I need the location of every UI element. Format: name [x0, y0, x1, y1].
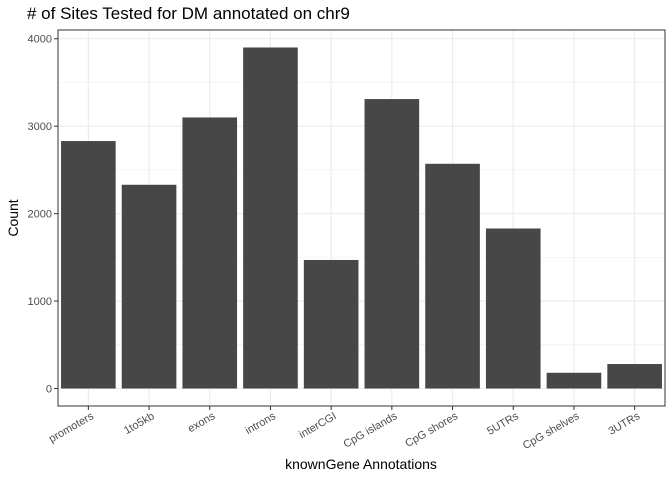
bar-introns — [243, 47, 298, 389]
x-tick-label: promoters — [47, 410, 96, 445]
bar-cpg-shores — [425, 163, 480, 389]
bar-cpg-islands — [364, 99, 420, 389]
bar-3utrs — [607, 364, 662, 389]
bar-5utrs — [485, 228, 541, 389]
y-tick-label: 1000 — [28, 296, 52, 308]
x-tick-label: exons — [186, 410, 218, 435]
y-axis-title: Count — [5, 199, 21, 236]
bar-cpg-shelves — [546, 372, 602, 389]
x-tick-label: 3UTRs — [607, 410, 643, 438]
bar-exons — [182, 117, 238, 389]
x-tick-label: CpG islands — [341, 410, 399, 451]
x-tick-label: 1to5kb — [122, 410, 157, 437]
x-tick-label: interCGI — [297, 410, 338, 441]
y-tick-label: 0 — [46, 384, 52, 396]
bar-promoters — [61, 141, 116, 389]
x-tick-label: CpG shores — [403, 410, 460, 450]
y-tick-label: 3000 — [28, 121, 52, 133]
chart-title: # of Sites Tested for DM annotated on ch… — [27, 4, 350, 23]
plot-panel-border — [57, 29, 666, 407]
bars — [61, 47, 662, 389]
y-axis-ticks: 0 1000 2000 3000 4000 — [28, 34, 58, 396]
x-tick-label: 5UTRs — [485, 410, 521, 438]
x-axis-title: knownGene Annotations — [285, 456, 437, 472]
x-tick-label: CpG shelves — [521, 410, 582, 452]
bar-intercgi — [303, 259, 359, 389]
bar-1to5kb — [121, 184, 177, 389]
y-tick-label: 2000 — [28, 209, 52, 221]
y-tick-label: 4000 — [28, 34, 52, 46]
x-tick-label: introns — [243, 410, 278, 437]
x-axis-ticks: promoters 1to5kb exons introns interCGI CpG i… — [47, 406, 643, 452]
